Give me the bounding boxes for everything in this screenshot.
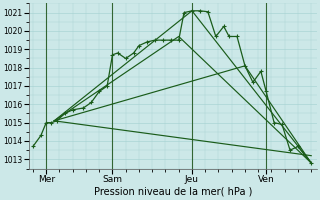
X-axis label: Pression niveau de la mer( hPa ): Pression niveau de la mer( hPa ) [93,187,252,197]
